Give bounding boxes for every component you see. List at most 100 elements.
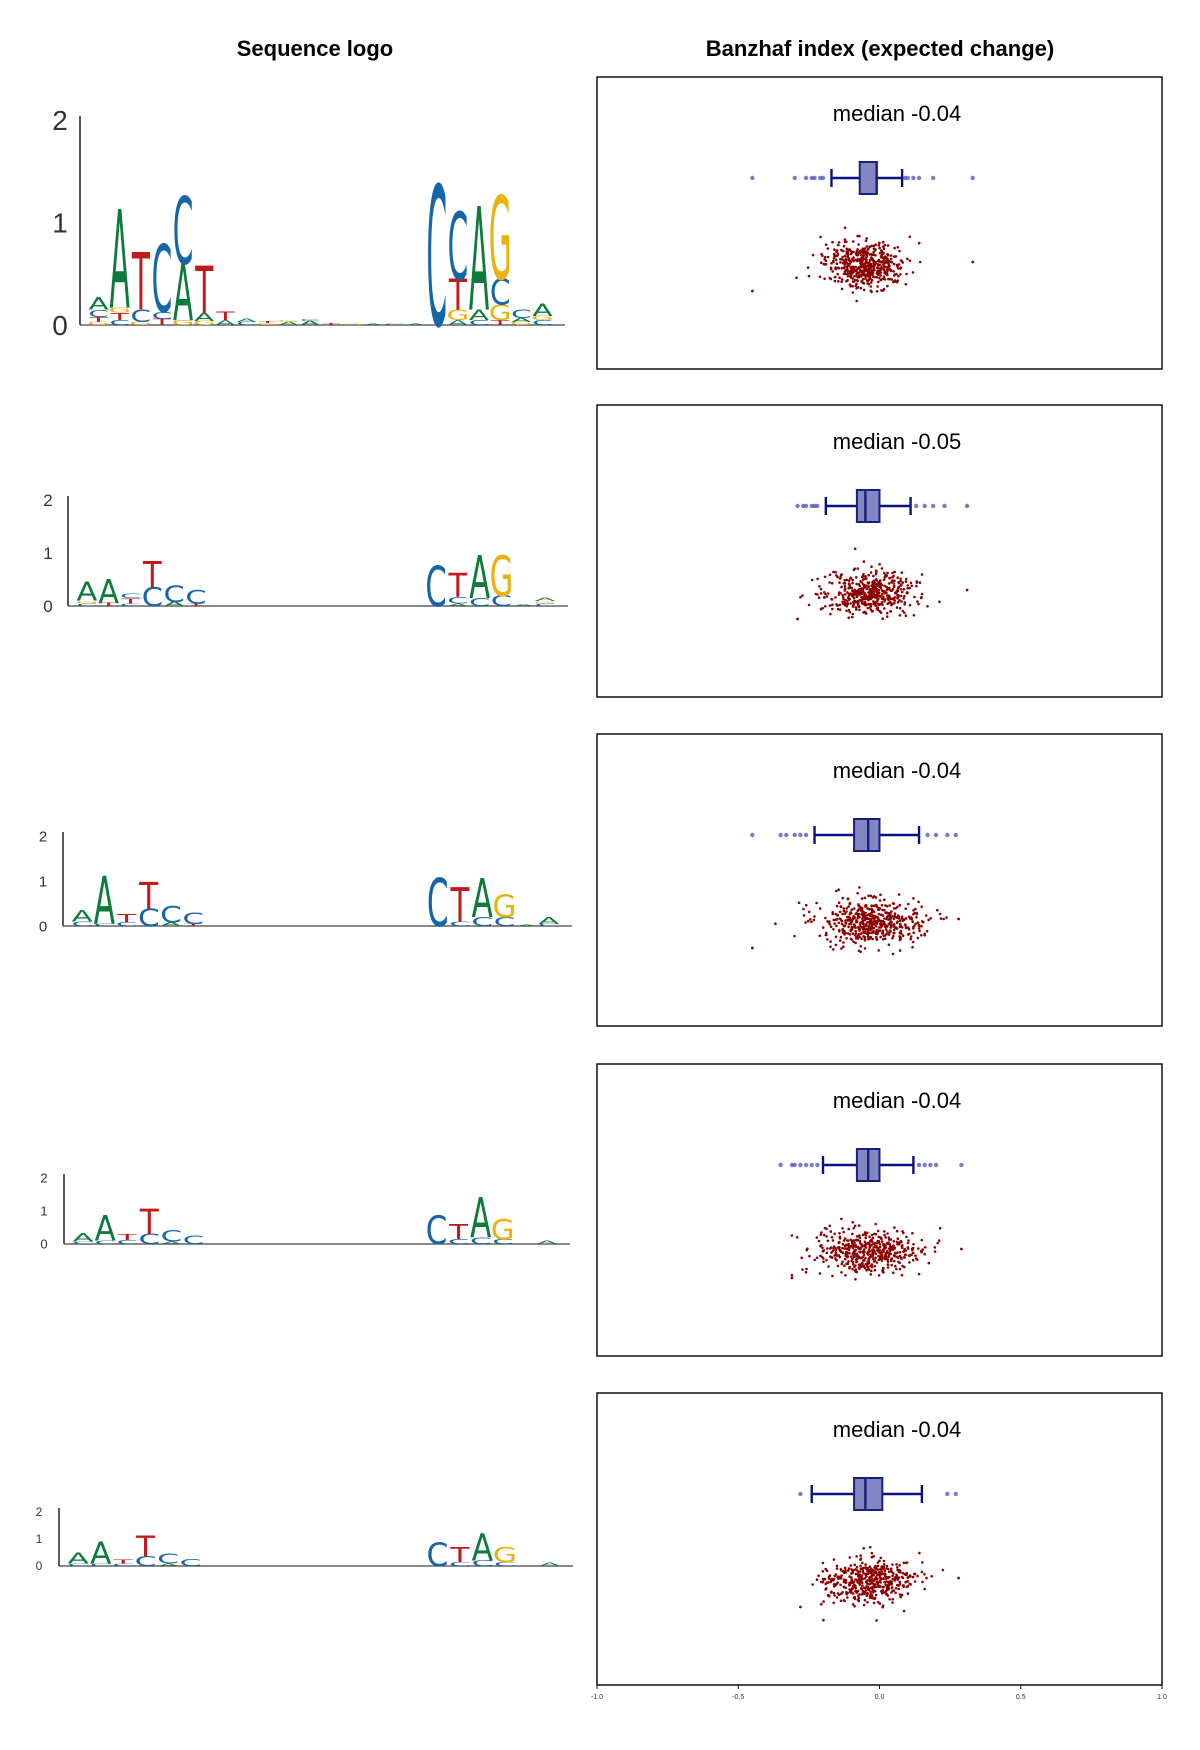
jitter-point [847, 1245, 851, 1248]
logo-letter: C [185, 587, 206, 608]
jitter-point [869, 1273, 873, 1276]
jitter-point [887, 1236, 891, 1239]
jitter-point [920, 592, 924, 596]
jitter-point [854, 265, 857, 269]
logo-letter: A [448, 319, 469, 327]
jitter-point [874, 1570, 877, 1573]
jitter-point [874, 604, 878, 607]
jitter-point [898, 1580, 902, 1584]
jitter-point [917, 927, 921, 930]
jitter-point [909, 935, 913, 938]
jitter-point [851, 917, 854, 921]
jitter-point [902, 918, 905, 921]
jitter-point [880, 1240, 884, 1243]
jitter-point [882, 1563, 886, 1566]
jitter-point [867, 912, 871, 916]
jitter-point [804, 1270, 808, 1274]
logo-letter: C [67, 1563, 89, 1567]
x-tick-label: -1.0 [591, 1694, 603, 1701]
jitter-point [899, 1256, 903, 1259]
jitter-point [852, 907, 856, 910]
jitter-point [839, 1249, 842, 1252]
logo-letter: A [95, 1209, 117, 1249]
logo-letter: G [510, 321, 533, 326]
jitter-point [891, 1271, 895, 1274]
jitter-point [831, 1274, 834, 1278]
jitter-point [793, 934, 796, 938]
jitter-point [883, 1246, 886, 1250]
logo-letter: G [493, 1543, 517, 1567]
jitter-point [866, 1592, 869, 1595]
jitter-point [849, 260, 852, 263]
jitter-point [838, 1232, 841, 1235]
outlier-point [905, 175, 910, 181]
jitter-point [863, 1240, 867, 1244]
jitter-point [879, 278, 882, 282]
jitter-point [872, 574, 875, 578]
jitter-point [864, 903, 868, 907]
jitter-points [750, 886, 960, 956]
jitter-point [877, 1235, 880, 1239]
jitter-point [899, 588, 903, 591]
jitter-point [857, 271, 860, 275]
jitter-point [866, 597, 869, 601]
jitter-point [891, 1598, 894, 1601]
jitter-point [858, 922, 862, 925]
logo-letter: A [161, 1241, 182, 1245]
jitter-point [845, 599, 849, 603]
jitter-point [851, 612, 855, 616]
jitter-point [819, 607, 823, 611]
jitter-point [911, 1258, 915, 1262]
jitter-point [843, 254, 847, 258]
jitter-point [880, 567, 884, 570]
jitter-point [883, 1569, 887, 1572]
jitter-point [833, 1254, 836, 1257]
banzhaf-x-axis: -1.0 -0.5 0.0 0.5 1.0 [591, 1685, 1167, 1701]
jitter-point [902, 1584, 905, 1587]
jitter-point [832, 257, 836, 260]
jitter-point [853, 1604, 856, 1608]
jitter-point [830, 1235, 834, 1239]
jitter-point [908, 1582, 911, 1586]
jitter-point [878, 251, 882, 255]
jitter-point [887, 1584, 890, 1587]
jitter-point [895, 1229, 899, 1233]
logo-letter: T [109, 311, 129, 322]
jitter-point [873, 275, 876, 279]
jitter-point [867, 1260, 870, 1263]
logo-letter: C [161, 1226, 183, 1245]
outlier-point [930, 503, 936, 509]
jitter-point [912, 909, 915, 912]
jitter-point [819, 235, 822, 239]
jitter-point [907, 1254, 911, 1257]
jitter-point [846, 1596, 849, 1599]
jitter-point [851, 1232, 854, 1236]
jitter-point [829, 267, 833, 271]
jitter-point [866, 920, 869, 924]
jitter-point [869, 1253, 872, 1256]
jitter-point [825, 1569, 829, 1572]
jitter-point [838, 581, 841, 584]
jitter-point [821, 1561, 825, 1565]
jitter-point [921, 1580, 924, 1584]
jitter-point [861, 1592, 864, 1595]
logo-letter: T [195, 254, 214, 328]
jitter-point [899, 577, 902, 581]
jitter-point [836, 913, 839, 917]
outlier-point [778, 832, 783, 838]
jitter-point [843, 1257, 847, 1261]
jitter-point [877, 1258, 881, 1262]
jitter-point [927, 1261, 931, 1265]
jitter-point [834, 596, 837, 599]
jitter-point [917, 900, 920, 904]
jitter-point [871, 1588, 874, 1591]
jitter-point [871, 580, 875, 584]
jitter-point [845, 261, 849, 265]
logo-y-tick-label: 2 [43, 491, 52, 510]
jitter-point [864, 1233, 868, 1237]
jitter-point [865, 1572, 869, 1576]
jitter-point [851, 928, 854, 931]
logo-letter: C [90, 1563, 112, 1567]
jitter-point [898, 919, 902, 923]
jitter-points [790, 1217, 963, 1281]
